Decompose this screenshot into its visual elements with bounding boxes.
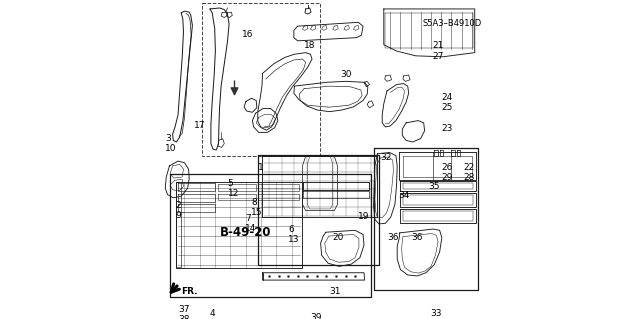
- Text: 31: 31: [330, 287, 341, 296]
- Bar: [202, 3, 320, 156]
- Text: S5A3–B4910D: S5A3–B4910D: [422, 19, 481, 28]
- Text: 6
13: 6 13: [288, 225, 300, 244]
- Text: 30: 30: [340, 70, 352, 79]
- Text: 26
29: 26 29: [441, 163, 452, 182]
- Text: 20: 20: [333, 233, 344, 242]
- Text: 35: 35: [428, 182, 440, 191]
- Text: 24
25: 24 25: [441, 93, 452, 112]
- Text: 2
9: 2 9: [176, 201, 182, 220]
- Text: 19: 19: [358, 212, 370, 221]
- Text: 21
27: 21 27: [432, 41, 444, 61]
- Text: 1: 1: [258, 163, 264, 172]
- Text: 7
14: 7 14: [245, 214, 257, 233]
- Text: FR.: FR.: [182, 287, 198, 296]
- Text: 39: 39: [310, 313, 322, 319]
- Text: 23: 23: [441, 124, 452, 133]
- Text: 36: 36: [388, 233, 399, 242]
- Text: 5
12: 5 12: [227, 179, 239, 198]
- Text: 16: 16: [242, 30, 253, 39]
- Text: 34: 34: [398, 191, 410, 200]
- Text: 37
38: 37 38: [178, 305, 189, 319]
- Text: B-49-20: B-49-20: [220, 226, 271, 240]
- Text: 3
10: 3 10: [165, 134, 177, 153]
- Text: 17: 17: [194, 121, 205, 130]
- Text: 18: 18: [304, 41, 316, 50]
- Text: 8
15: 8 15: [252, 198, 263, 217]
- Text: 36: 36: [411, 233, 422, 242]
- Text: 33: 33: [430, 309, 442, 318]
- Text: 22
28: 22 28: [463, 163, 475, 182]
- Text: 4
11: 4 11: [210, 309, 221, 319]
- Text: 32: 32: [381, 153, 392, 162]
